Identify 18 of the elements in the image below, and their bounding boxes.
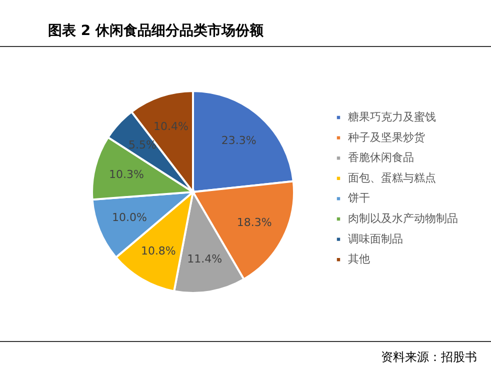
data-label: 10.0% — [112, 211, 147, 224]
data-label: 5.5% — [128, 138, 156, 152]
text: 资料来源：招股书 — [381, 349, 477, 366]
legend-label: 糖果巧克力及蜜饯 — [348, 110, 436, 124]
legend-label: 饼干 — [347, 192, 370, 205]
data-label: 18.3% — [236, 216, 272, 229]
chart-title: 图表 2 休闲食品细分品类市场份额 — [48, 22, 264, 40]
legend-label: 面包、蛋糕与糕点 — [348, 171, 436, 184]
data-label: 10.3% — [108, 168, 144, 182]
data-label: 10.8% — [140, 244, 176, 258]
legend-label: 肉制以及水产动物制品 — [348, 212, 458, 225]
legend-label: 调味面制品 — [348, 232, 403, 246]
legend-label: 香脆休闲食品 — [348, 151, 414, 164]
data-label: 10.4% — [153, 120, 188, 133]
legend-label: 种子及坚果炒货 — [348, 130, 425, 144]
legend-label: 其他 — [348, 252, 370, 266]
data-label: 11.4% — [187, 252, 222, 266]
data-label: 23.3% — [221, 134, 256, 147]
